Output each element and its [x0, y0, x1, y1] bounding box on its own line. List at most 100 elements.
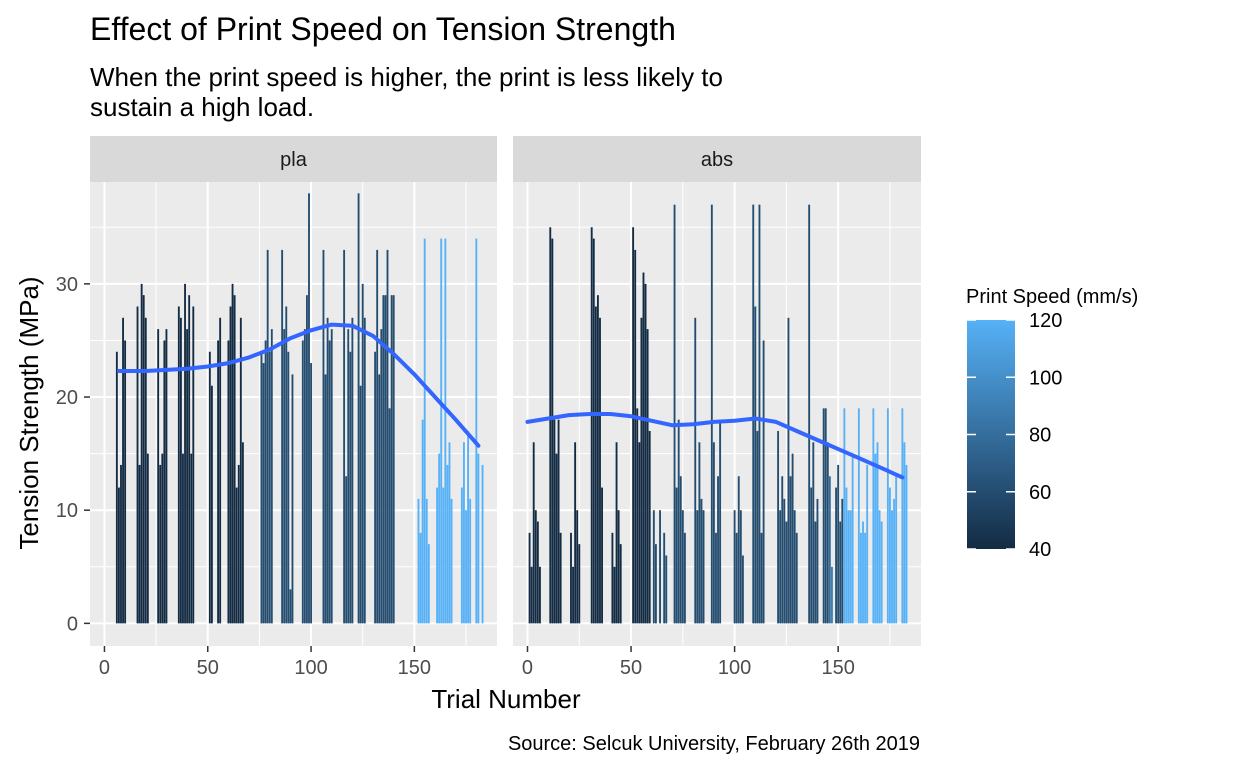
chart-title: Effect of Print Speed on Tension Strengt…: [90, 11, 676, 47]
bar: [866, 464, 869, 624]
bar: [219, 317, 222, 624]
bar: [648, 430, 651, 624]
bar: [841, 498, 844, 624]
bar: [663, 532, 666, 624]
bar: [789, 476, 792, 624]
bar: [791, 453, 794, 624]
bar: [231, 283, 234, 624]
bar: [268, 351, 271, 624]
facet-strip-pla: [90, 136, 497, 182]
bar: [378, 374, 381, 624]
bar: [210, 385, 213, 624]
bar: [611, 532, 614, 624]
bar: [140, 283, 143, 624]
bar: [534, 510, 537, 624]
bar: [326, 317, 329, 624]
x-tick-label: 0: [99, 657, 110, 679]
bar: [646, 329, 649, 624]
bar: [308, 193, 310, 624]
bar: [814, 521, 817, 624]
bar: [188, 295, 191, 624]
bar: [698, 442, 701, 624]
bar: [864, 532, 867, 624]
bar: [696, 510, 699, 624]
bar: [392, 295, 395, 624]
facet-strip-label-pla: pla: [280, 149, 308, 171]
bar: [822, 408, 825, 624]
bar: [659, 510, 661, 624]
bar: [382, 295, 385, 624]
bar: [777, 430, 780, 624]
bar: [857, 408, 860, 624]
bar: [115, 351, 118, 624]
bar: [826, 442, 829, 624]
bar: [345, 476, 348, 624]
bar: [889, 487, 891, 624]
bar: [283, 329, 286, 624]
bar: [538, 566, 541, 624]
legend-ticks: 40 60 80 100 120: [967, 310, 1062, 561]
bar: [343, 249, 346, 624]
bar: [157, 329, 160, 624]
bar: [467, 430, 470, 624]
bar: [460, 487, 463, 624]
bar: [330, 329, 333, 624]
bar: [390, 295, 393, 624]
bar: [549, 227, 552, 624]
bar: [862, 521, 864, 624]
legend-tick-label: 120: [1029, 310, 1062, 332]
bar: [208, 351, 211, 624]
bar: [417, 498, 420, 624]
bar: [469, 498, 472, 624]
bar: [144, 317, 147, 624]
bar: [475, 238, 478, 624]
bar: [264, 340, 267, 624]
bar: [681, 510, 684, 624]
bar: [638, 442, 641, 624]
bar: [442, 487, 445, 624]
bar: [880, 521, 883, 624]
bar: [756, 430, 759, 624]
panel-abs: abs 0 50 100 150: [513, 136, 921, 679]
bar: [477, 453, 480, 624]
bar: [787, 317, 790, 624]
bar: [184, 283, 186, 624]
bar: [438, 453, 441, 624]
bar: [448, 442, 451, 624]
bar: [328, 340, 331, 624]
bar: [120, 464, 122, 624]
bar: [235, 487, 238, 624]
chart-caption: Source: Selcuk University, February 26th…: [508, 733, 920, 755]
legend-tick-label: 60: [1029, 482, 1051, 504]
bar: [895, 476, 898, 624]
y-tick-label: 30: [56, 274, 78, 296]
bar: [847, 510, 850, 624]
facet-panels: pla 0 50 100 150 0 10 20 30 abs 0 50 100 150: [56, 136, 921, 679]
bar: [281, 249, 284, 624]
bar: [361, 283, 364, 624]
chart-subtitle-line-1: When the print speed is higher, the prin…: [90, 62, 723, 92]
bar: [828, 476, 831, 624]
bar: [239, 317, 242, 624]
bar: [289, 589, 292, 624]
bar: [481, 464, 484, 624]
bar: [465, 510, 467, 624]
bar: [192, 306, 195, 624]
bar: [837, 464, 840, 624]
bar: [436, 487, 439, 624]
bar: [795, 532, 798, 624]
bar: [762, 340, 765, 624]
bar: [266, 249, 269, 624]
bar: [901, 408, 904, 624]
bar: [679, 476, 682, 624]
bar: [816, 498, 819, 624]
bar: [347, 329, 350, 624]
bar: [423, 238, 426, 624]
bar: [557, 419, 560, 624]
bar: [241, 442, 244, 624]
bar: [421, 419, 424, 624]
bar: [599, 317, 601, 624]
y-tick-label: 0: [67, 613, 78, 635]
bar: [710, 204, 713, 624]
bar: [574, 442, 577, 624]
